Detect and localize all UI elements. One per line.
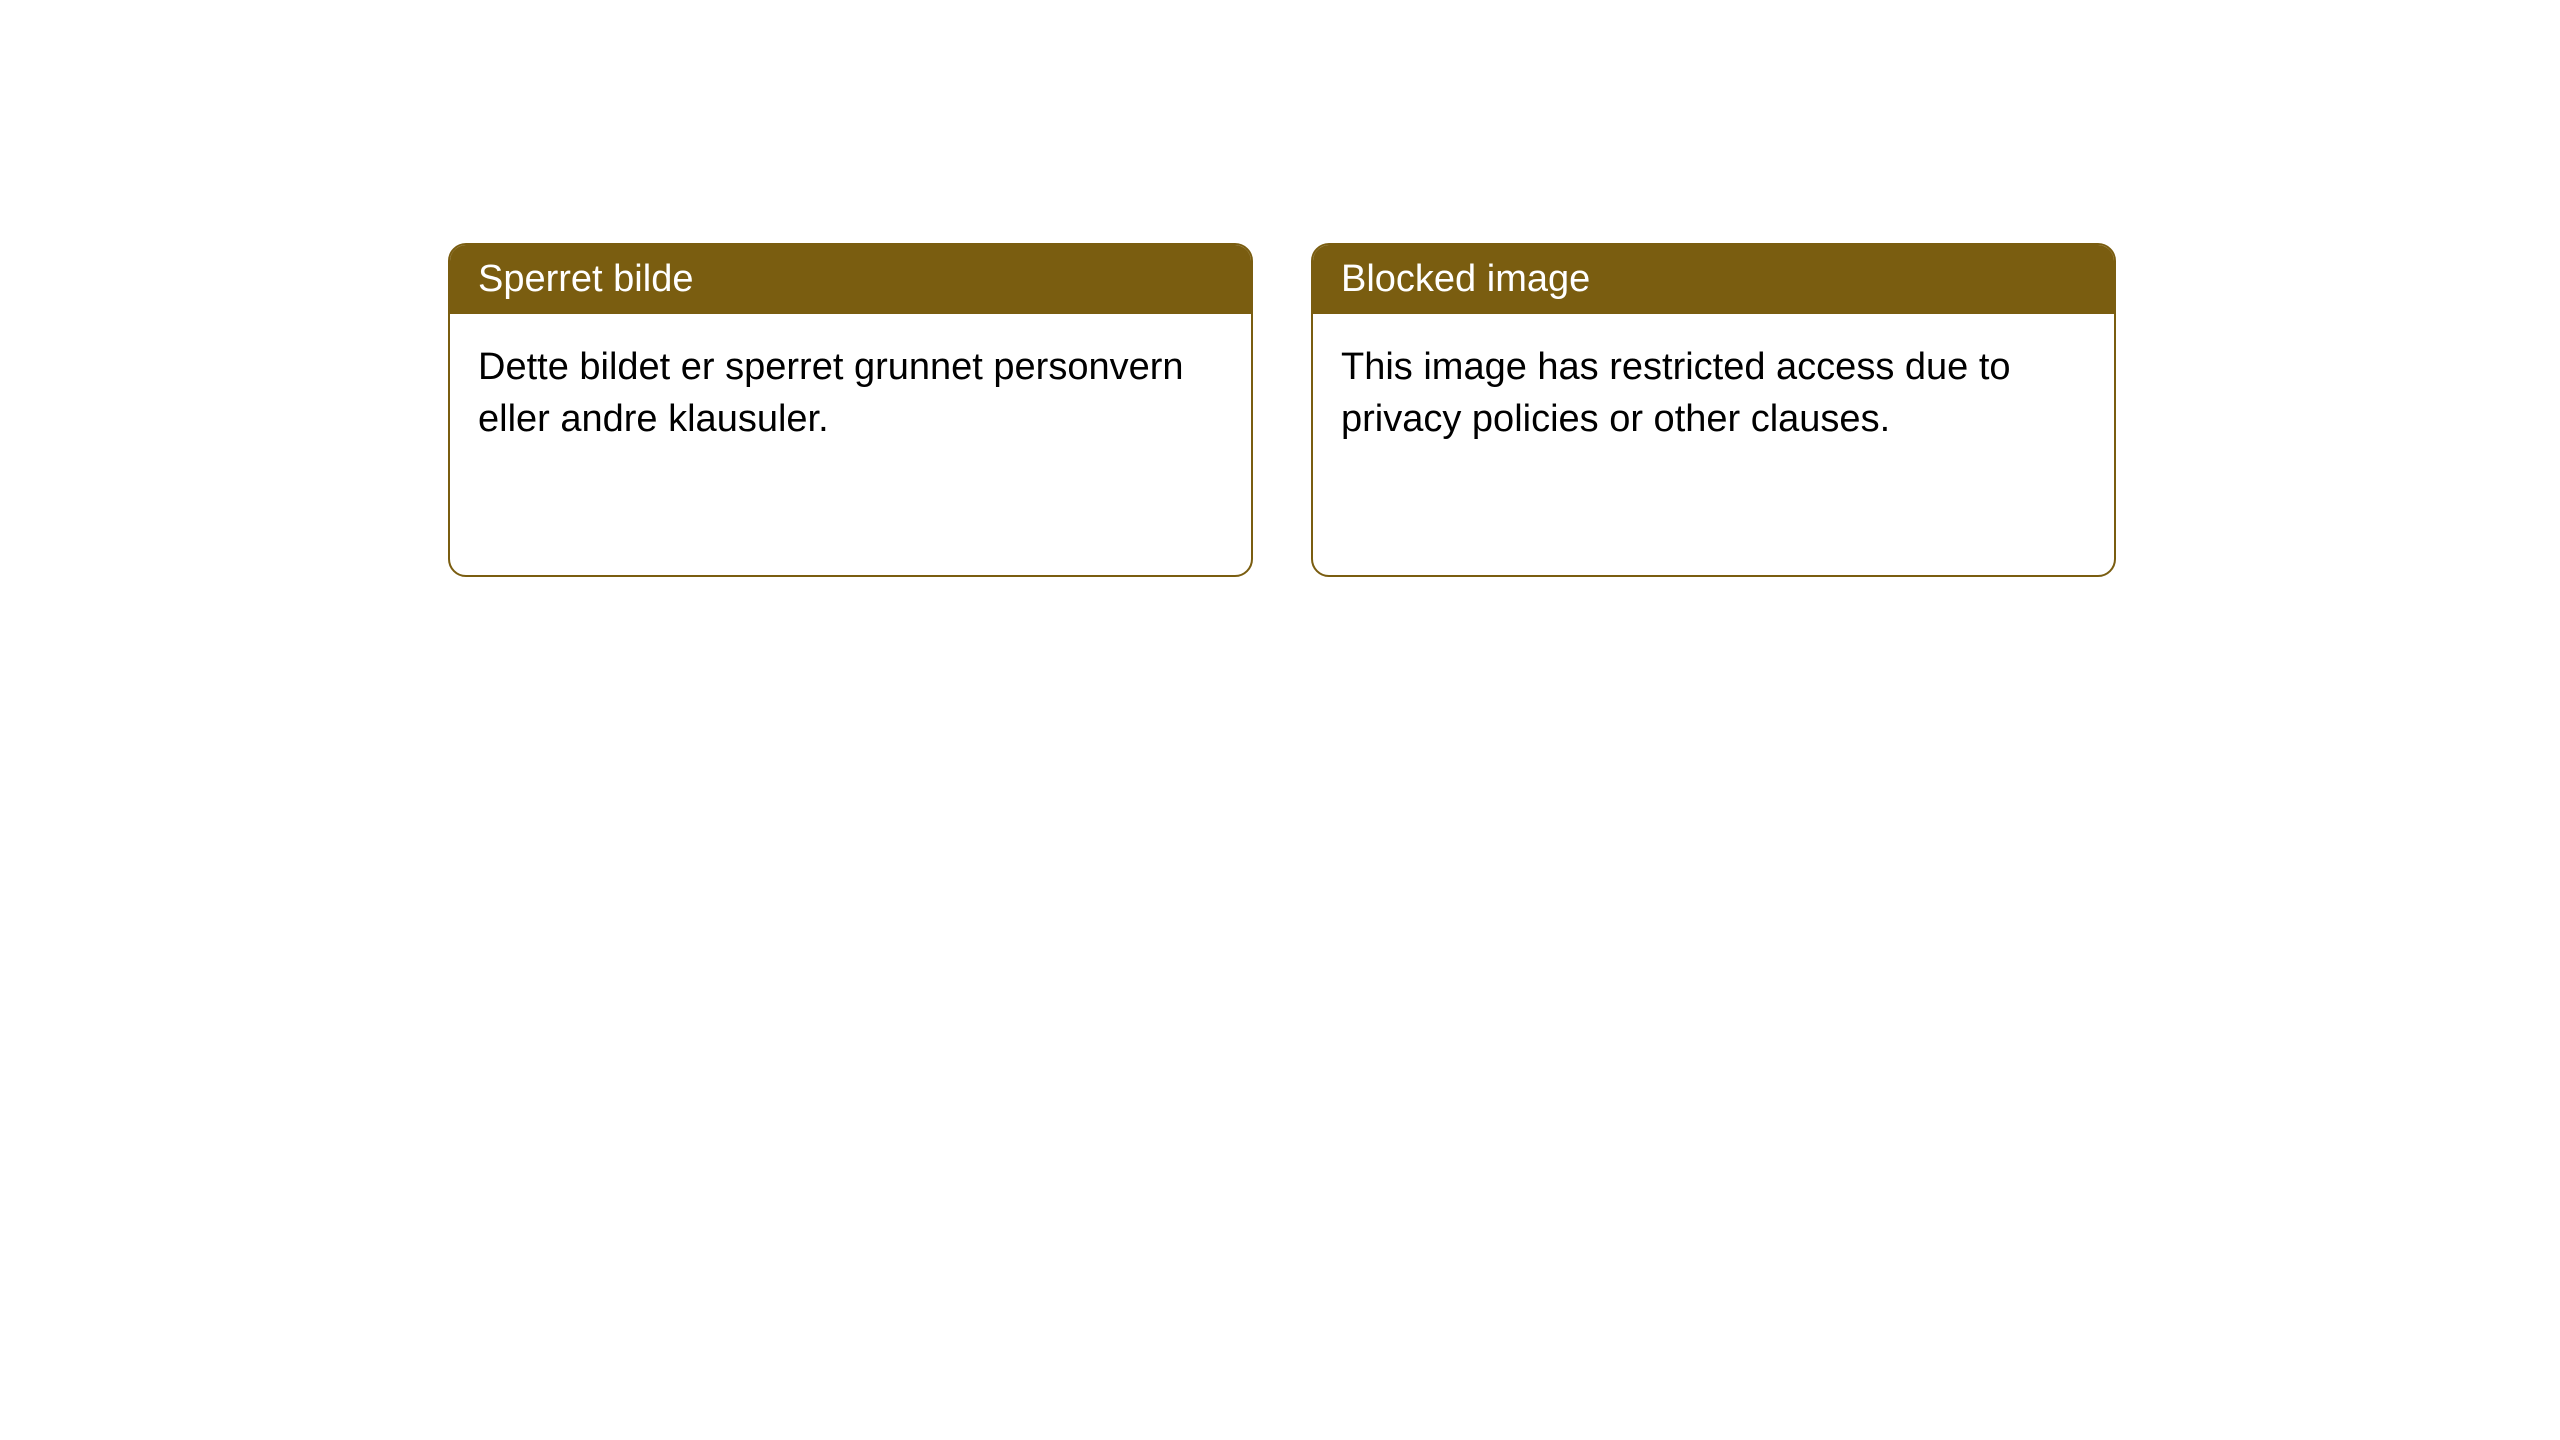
card-header-norwegian: Sperret bilde <box>450 245 1251 314</box>
card-body-norwegian: Dette bildet er sperret grunnet personve… <box>450 314 1251 473</box>
notice-container: Sperret bilde Dette bildet er sperret gr… <box>0 0 2560 577</box>
blocked-image-card-english: Blocked image This image has restricted … <box>1311 243 2116 577</box>
card-header-english: Blocked image <box>1313 245 2114 314</box>
card-message-norwegian: Dette bildet er sperret grunnet personve… <box>478 346 1184 439</box>
card-body-english: This image has restricted access due to … <box>1313 314 2114 473</box>
card-title-norwegian: Sperret bilde <box>478 258 693 300</box>
card-message-english: This image has restricted access due to … <box>1341 346 2011 439</box>
blocked-image-card-norwegian: Sperret bilde Dette bildet er sperret gr… <box>448 243 1253 577</box>
card-title-english: Blocked image <box>1341 258 1590 300</box>
